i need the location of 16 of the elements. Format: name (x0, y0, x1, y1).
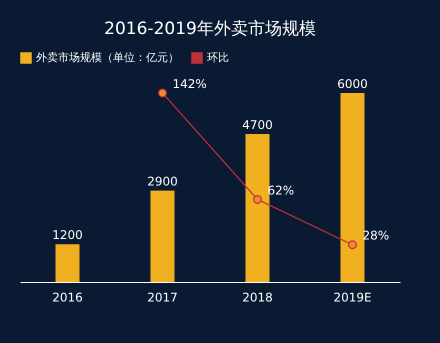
x-tick-label: 2018 (242, 290, 273, 304)
x-tick-label: 2019E (333, 290, 372, 304)
bar (246, 134, 270, 282)
bar (340, 93, 364, 282)
data-label: 6000 (337, 77, 368, 91)
chart-title: 2016-2019年外卖市场规模 (104, 19, 316, 39)
data-label: 2900 (147, 174, 178, 189)
data-label: 4700 (242, 118, 273, 132)
x-tick-label: 2016 (52, 290, 83, 304)
data-label: 142% (172, 77, 207, 91)
data-label: 1200 (52, 228, 83, 242)
bar (150, 190, 174, 282)
x-tick-label: 2017 (147, 290, 178, 304)
legend-label: 环比 (207, 51, 229, 64)
legend-label: 外卖市场规模（单位：亿元） (36, 51, 179, 64)
bar (56, 244, 80, 282)
